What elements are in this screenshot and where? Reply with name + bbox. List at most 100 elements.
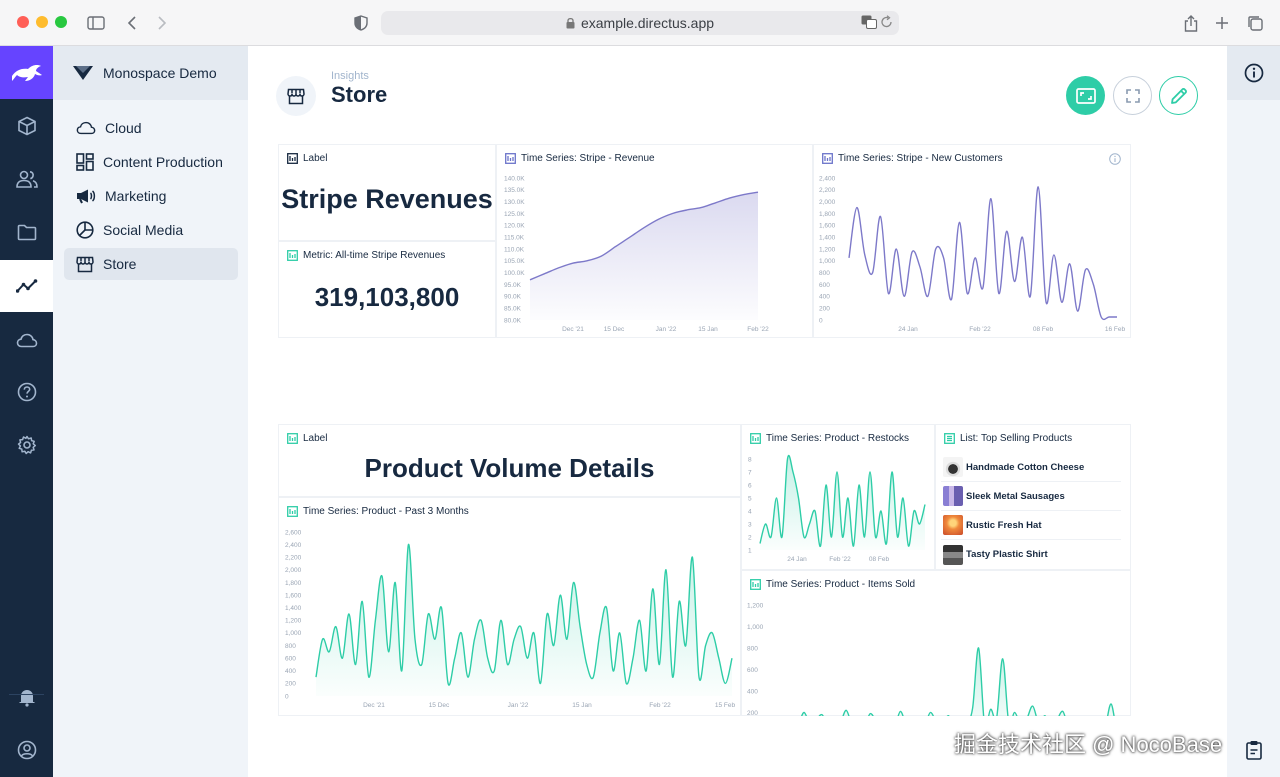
list-item[interactable]: Rustic Fresh Hat <box>941 511 1121 540</box>
panel-label-stripe[interactable]: Label Stripe Revenues <box>278 144 496 241</box>
time-series-icon <box>287 506 298 517</box>
y-tick-label: 6 <box>748 482 752 489</box>
restocks-chart: 1 2 3 4 5 6 7 8 24 Jan Feb '22 08 Feb <box>748 454 926 563</box>
info-button[interactable] <box>1227 46 1280 100</box>
past-3-months-chart: 0 200 400 600 800 1,000 1,200 1,400 1,600 1,800 2,… <box>285 529 736 709</box>
minimize-window-button[interactable] <box>36 16 48 28</box>
y-tick-label: 600 <box>747 667 758 674</box>
x-tick-label: Feb '22 <box>969 326 991 333</box>
settings-icon[interactable] <box>0 419 53 471</box>
x-tick-label: Dec '21 <box>562 326 584 333</box>
panel-title: Label <box>287 433 327 444</box>
panel-info-icon[interactable] <box>1109 153 1121 165</box>
notifications-icon[interactable] <box>0 671 53 723</box>
edit-button[interactable] <box>1159 76 1198 115</box>
x-tick-label: 24 Jan <box>787 556 807 563</box>
panel-title: Time Series: Product - Restocks <box>750 433 909 444</box>
page-title: Store <box>331 82 388 107</box>
browser-toolbar: example.directus.app <box>0 0 1280 46</box>
x-tick-label: 15 Jan <box>698 326 718 333</box>
clipboard-icon[interactable] <box>1246 740 1262 760</box>
y-tick-label: 1,400 <box>819 234 836 241</box>
y-tick-label: 400 <box>285 668 296 675</box>
user-avatar-icon[interactable] <box>0 724 53 776</box>
y-tick-label: 800 <box>747 645 758 652</box>
nav-item-label: Cloud <box>105 120 142 136</box>
sidebar-toggle-icon[interactable] <box>85 12 107 34</box>
y-tick-label: 1 <box>748 547 752 554</box>
nav-item-label: Marketing <box>105 188 167 204</box>
watermark: 掘金技术社区 @ NocoBase <box>954 732 1223 757</box>
project-header[interactable]: Monospace Demo <box>53 46 248 100</box>
x-tick-label: 15 Jan <box>572 702 592 709</box>
list-item[interactable]: Tasty Plastic Shirt <box>941 540 1121 569</box>
fullscreen-button[interactable] <box>1113 76 1152 115</box>
zoom-window-button[interactable] <box>55 16 67 28</box>
nav-item-content-production[interactable]: Content Production <box>64 146 238 178</box>
product-thumbnail <box>943 457 963 477</box>
lock-icon <box>566 17 575 29</box>
panel-past-3-months[interactable]: Time Series: Product - Past 3 Months 0 20… <box>278 497 741 716</box>
panel-restocks[interactable]: Time Series: Product - Restocks 1 2 3 4 5 6 7 8… <box>741 424 935 570</box>
back-icon[interactable] <box>121 12 143 34</box>
y-tick-label: 0 <box>285 693 289 700</box>
y-tick-label: 800 <box>285 643 296 650</box>
nav-item-marketing[interactable]: Marketing <box>64 180 238 212</box>
series-line <box>759 454 926 547</box>
nav-item-cloud[interactable]: Cloud <box>64 112 238 144</box>
url-text: example.directus.app <box>580 15 715 31</box>
navigation-sidebar: Monospace Demo Cloud Content Production … <box>53 46 248 777</box>
nav-item-store[interactable]: Store <box>64 248 238 280</box>
panel-items-sold[interactable]: Time Series: Product - Items Sold 020040… <box>741 570 1131 716</box>
y-tick-label: 3 <box>748 521 752 528</box>
forward-icon[interactable] <box>151 12 173 34</box>
storefront-icon <box>287 88 305 104</box>
users-module-icon[interactable] <box>0 153 53 205</box>
share-icon[interactable] <box>1180 12 1202 34</box>
x-tick-label: 15 Feb <box>715 702 736 709</box>
revenue-chart: 80.0K 85.0K 90.0K 95.0K 100.0K 105.0K 110.0K 11… <box>504 175 769 333</box>
product-thumbnail <box>943 544 963 565</box>
close-window-button[interactable] <box>17 16 29 28</box>
y-tick-label: 400 <box>819 294 830 301</box>
y-tick-label: 200 <box>285 681 296 688</box>
tab-overview-icon[interactable] <box>1244 12 1266 34</box>
x-tick-label: 16 Feb <box>1105 326 1126 333</box>
label-icon <box>287 153 298 164</box>
panel-label-product[interactable]: Label Product Volume Details <box>278 424 741 497</box>
fit-to-screen-button[interactable] <box>1066 76 1105 115</box>
info-icon <box>1244 63 1263 83</box>
panel-metric[interactable]: Metric: All-time Stripe Revenues 319,103… <box>278 241 496 338</box>
panel-top-selling[interactable]: List: Top Selling Products Handmade Cott… <box>935 424 1131 570</box>
panel-customers[interactable]: Time Series: Stripe - New Customers 0 200… <box>813 144 1131 338</box>
nav-item-social-media[interactable]: Social Media <box>64 214 238 246</box>
files-module-icon[interactable] <box>0 206 53 258</box>
x-tick-label: Jan '22 <box>656 326 677 333</box>
translate-icon[interactable] <box>861 15 877 29</box>
insights-module-icon[interactable] <box>0 260 53 312</box>
list-item[interactable]: Sleek Metal Sausages <box>941 482 1121 511</box>
list-item[interactable]: Handmade Cotton Cheese <box>941 453 1121 482</box>
cloud-module-icon[interactable] <box>0 314 53 366</box>
y-tick-label: 1,000 <box>747 624 764 631</box>
reload-icon[interactable] <box>881 15 893 29</box>
y-tick-label: 1,400 <box>285 605 302 612</box>
directus-logo[interactable] <box>0 46 53 99</box>
y-tick-label: 200 <box>747 710 758 716</box>
dashboard-icon <box>76 153 94 171</box>
content-module-icon[interactable] <box>0 100 53 152</box>
y-tick-label: 2,600 <box>285 529 302 536</box>
y-tick-label: 0 <box>819 317 823 324</box>
y-tick-label: 120.0K <box>504 223 525 230</box>
panel-title: Time Series: Product - Items Sold <box>750 579 915 590</box>
new-tab-icon[interactable] <box>1211 12 1233 34</box>
address-bar[interactable]: example.directus.app <box>381 11 899 35</box>
breadcrumb[interactable]: Insights <box>331 70 369 82</box>
y-tick-label: 2,400 <box>285 542 302 549</box>
help-icon[interactable] <box>0 366 53 418</box>
y-tick-label: 600 <box>285 655 296 662</box>
privacy-shield-icon[interactable] <box>350 12 372 34</box>
panel-revenue[interactable]: Time Series: Stripe - Revenue 80.0K 85.0K… <box>496 144 813 338</box>
y-tick-label: 7 <box>748 469 752 476</box>
nav-item-label: Content Production <box>103 154 223 170</box>
